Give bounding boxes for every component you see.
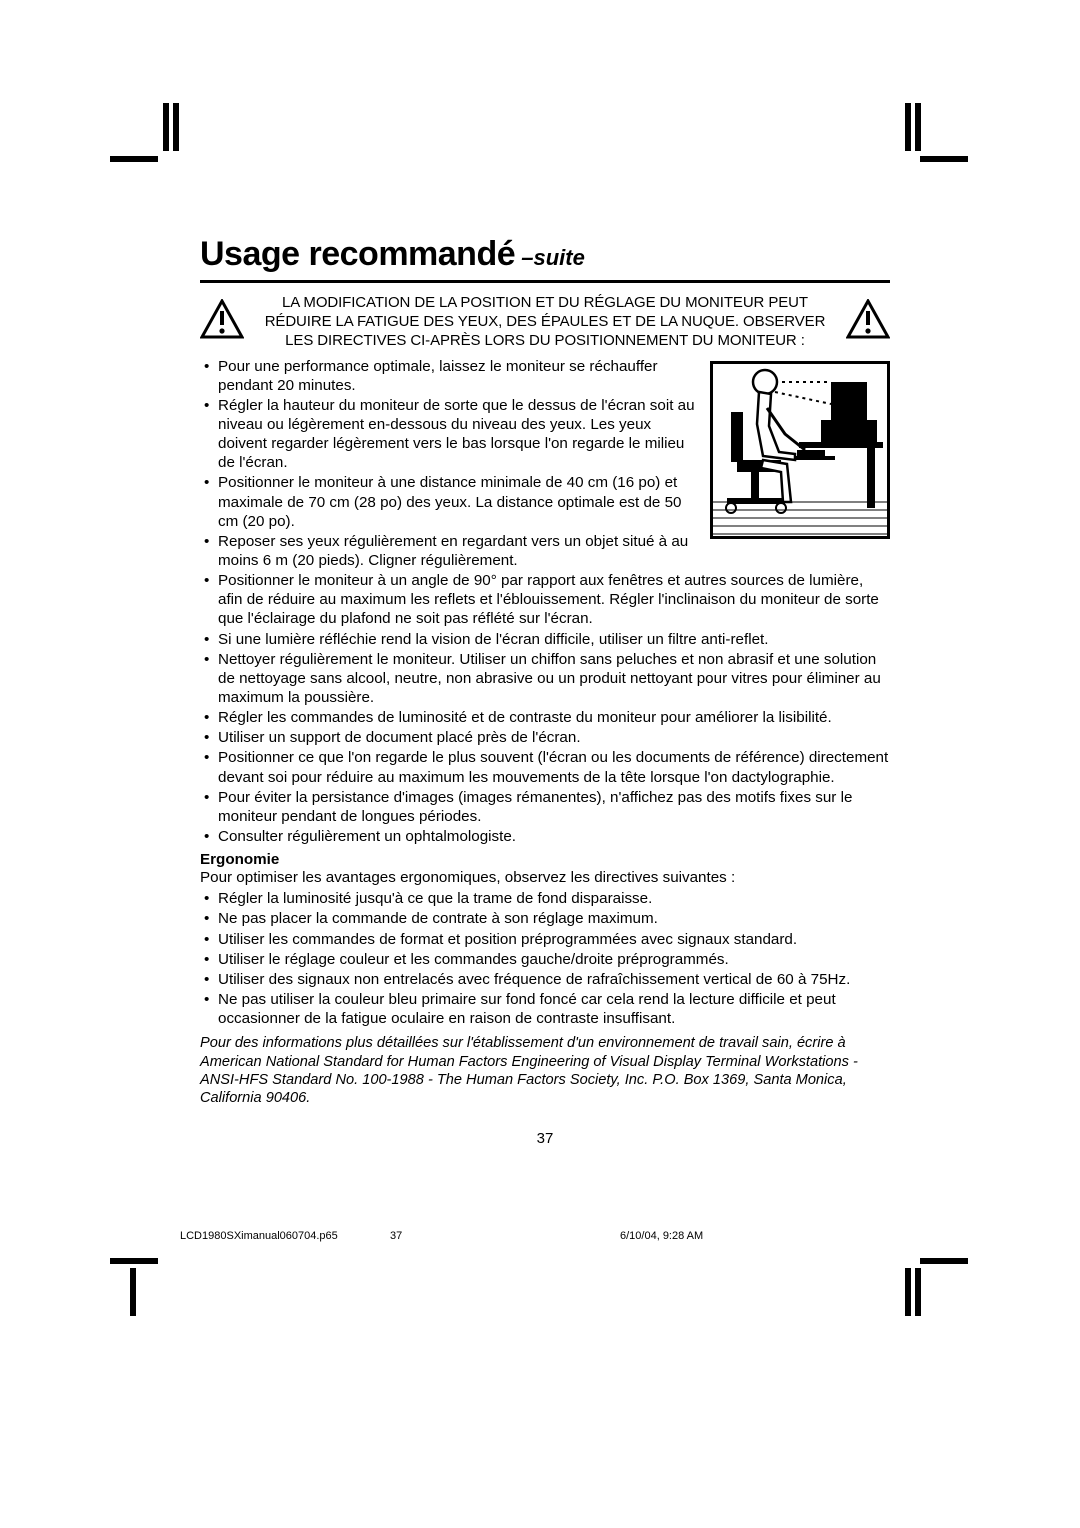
title-main: Usage recommandé [200,235,515,273]
page-content: Usage recommandé –suite LA MODIFICATION … [200,235,890,1147]
list-item: Utiliser les commandes de format et posi… [200,930,890,949]
list-item: Régler la luminosité jusqu'à ce que la t… [200,889,890,908]
main-block: Pour une performance optimale, laissez l… [200,357,890,1147]
crop-mark [905,103,911,151]
list-item: Utiliser le réglage couleur et les comma… [200,950,890,969]
crop-mark [915,1268,921,1316]
list-item: Nettoyer régulièrement le moniteur. Util… [200,650,890,707]
list-item: Consulter régulièrement un ophtalmologis… [200,827,890,846]
crop-mark [173,103,179,151]
list-item: Régler les commandes de luminosité et de… [200,708,890,727]
list-item: Pour éviter la persistance d'images (ima… [200,788,890,826]
crop-mark [110,1258,158,1264]
crop-mark [905,1268,911,1316]
recommendation-list: Pour une performance optimale, laissez l… [200,357,890,847]
list-item: Ne pas utiliser la couleur bleu primaire… [200,990,890,1028]
footer-file: LCD1980SXimanual060704.p65 [180,1230,390,1242]
list-item: Positionner ce que l'on regarde le plus … [200,748,890,786]
list-item: Positionner le moniteur à une distance m… [200,473,890,530]
list-item: Ne pas placer la commande de contrate à … [200,909,890,928]
crop-mark [130,1268,136,1316]
crop-mark [110,156,158,162]
footer-datetime: 6/10/04, 9:28 AM [620,1230,900,1242]
page-number: 37 [200,1130,890,1147]
crop-mark [163,103,169,151]
list-item: Positionner le moniteur à un angle de 90… [200,571,890,628]
page-title: Usage recommandé –suite [200,235,890,274]
footer-page: 37 [390,1230,620,1242]
crop-mark [915,103,921,151]
ergonomics-intro: Pour optimiser les avantages ergonomique… [200,868,890,887]
list-item: Régler la hauteur du moniteur de sorte q… [200,396,890,473]
warning-text: LA MODIFICATION DE LA POSITION ET DU RÉG… [252,293,838,351]
print-footer: LCD1980SXimanual060704.p65 37 6/10/04, 9… [180,1230,900,1242]
list-item: Si une lumière réfléchie rend la vision … [200,630,890,649]
warning-icon [200,299,244,344]
list-item: Reposer ses yeux régulièrement en regard… [200,532,890,570]
title-rule [200,280,890,283]
ergonomics-list: Régler la luminosité jusqu'à ce que la t… [200,889,890,1028]
crop-mark [920,1258,968,1264]
footnote: Pour des informations plus détaillées su… [200,1034,890,1108]
warning-row: LA MODIFICATION DE LA POSITION ET DU RÉG… [200,293,890,351]
title-suffix: –suite [515,245,585,270]
list-item: Pour une performance optimale, laissez l… [200,357,890,395]
list-item: Utiliser un support de document placé pr… [200,728,890,747]
ergonomics-heading: Ergonomie [200,851,890,868]
list-item: Utiliser des signaux non entrelacés avec… [200,970,890,989]
warning-icon [846,299,890,344]
crop-mark [920,156,968,162]
